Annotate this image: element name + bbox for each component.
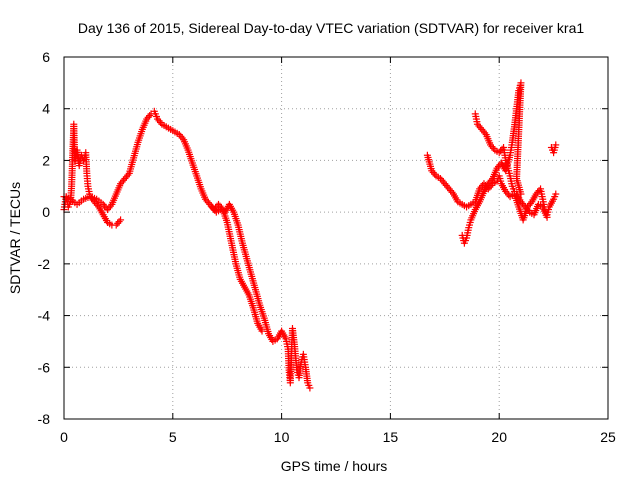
data-point	[106, 202, 114, 210]
x-tick-label: 5	[169, 429, 177, 445]
data-point	[552, 141, 560, 149]
data-point	[448, 188, 456, 196]
data-point	[487, 176, 495, 184]
plot-frame	[63, 56, 609, 420]
y-tick-label: -6	[38, 359, 51, 375]
data-point	[117, 216, 125, 224]
x-tick-label: 10	[274, 429, 290, 445]
x-axis-label: GPS time / hours	[281, 458, 388, 474]
axis-ticks: 0 5 10 15 20 25 -8 -6 -4 -2 0 2 4 6	[38, 49, 616, 445]
data-point	[526, 200, 534, 208]
data-point	[524, 206, 532, 214]
data-point	[481, 129, 489, 137]
data-point	[156, 119, 164, 127]
y-tick-label: -4	[38, 308, 51, 324]
y-tick-label: -8	[38, 411, 51, 427]
data-point	[146, 112, 154, 120]
data-point	[178, 134, 186, 142]
data-point	[489, 144, 497, 152]
grid-lines	[64, 57, 608, 419]
data-point	[124, 171, 132, 179]
data-point	[543, 213, 551, 221]
data-point	[115, 218, 123, 226]
y-axis-label: SDTVAR / TECUs	[7, 182, 23, 294]
x-tick-label: 25	[600, 429, 616, 445]
data-point	[258, 327, 266, 335]
data-point	[431, 170, 439, 178]
y-tick-label: 2	[42, 152, 50, 168]
x-tick-label: 20	[491, 429, 507, 445]
y-tick-label: -2	[38, 256, 51, 272]
x-tick-label: 15	[383, 429, 399, 445]
x-tick-label: 0	[60, 429, 68, 445]
data-points	[60, 79, 560, 392]
chart-title: Day 136 of 2015, Sidereal Day-to-day VTE…	[78, 20, 584, 36]
data-point	[552, 190, 560, 198]
data-point	[93, 201, 101, 209]
y-tick-label: 4	[42, 101, 50, 117]
data-point	[306, 384, 314, 392]
y-tick-label: 0	[42, 204, 50, 220]
y-tick-label: 6	[42, 49, 50, 65]
